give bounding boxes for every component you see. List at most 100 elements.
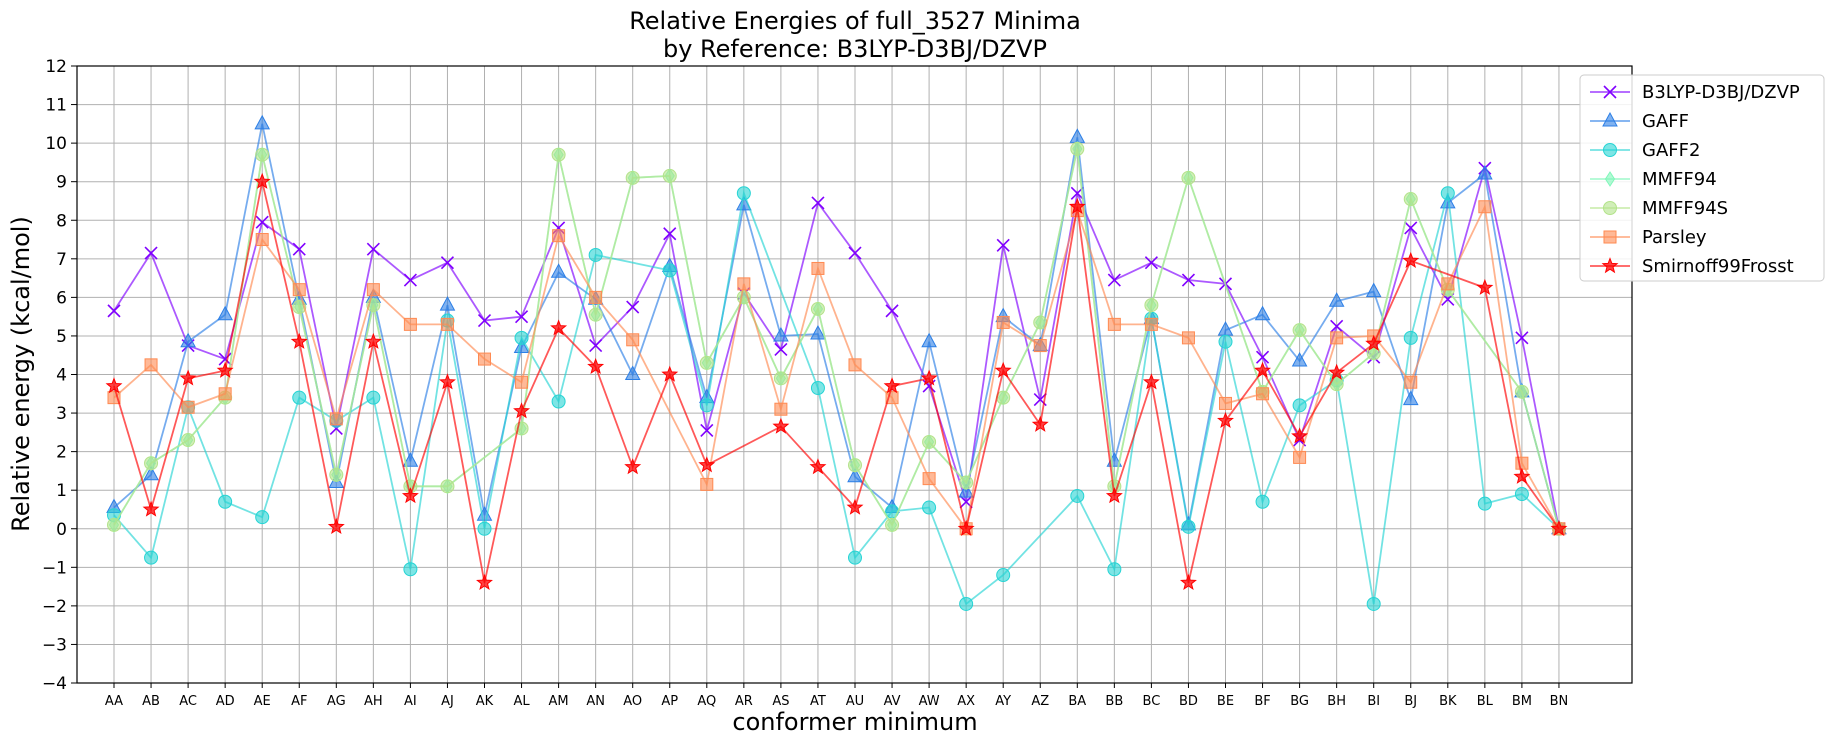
x-tick-label: AV: [884, 694, 901, 709]
data-point: [144, 358, 158, 372]
chart-title-line2: by Reference: B3LYP-D3BJ/DZVP: [663, 35, 1047, 63]
data-point: [550, 263, 567, 278]
x-tick-label: AX: [957, 694, 975, 709]
x-tick-label: AH: [364, 694, 383, 709]
data-point: [217, 305, 233, 321]
data-point: [848, 358, 862, 372]
data-point: [811, 261, 825, 275]
y-tick-label: −1: [42, 558, 67, 578]
x-tick-label: AS: [772, 694, 789, 709]
data-point: [292, 283, 306, 297]
data-point: [327, 517, 345, 535]
data-point: [551, 147, 566, 162]
data-point: [774, 342, 788, 357]
data-point: [1031, 415, 1049, 432]
legend-label: Smirnoff99Frosst: [1642, 256, 1794, 277]
x-tick-label: BD: [1179, 694, 1198, 709]
y-tick-label: 12: [45, 57, 67, 77]
x-tick-label: AT: [810, 694, 826, 709]
data-point: [1328, 363, 1346, 380]
data-point: [958, 483, 974, 498]
data-point: [1033, 339, 1047, 353]
data-point: [1144, 317, 1158, 331]
data-point: [401, 487, 419, 504]
data-point: [773, 371, 788, 386]
data-point: [1217, 411, 1234, 428]
data-point: [1105, 487, 1123, 504]
data-point: [440, 256, 455, 270]
x-tick-label: BE: [1217, 694, 1234, 709]
data-point: [1514, 487, 1529, 502]
marker-stroke: [811, 196, 825, 210]
data-point: [364, 332, 382, 349]
legend-label: Parsley: [1642, 227, 1707, 248]
x-tick-label: AC: [179, 694, 197, 709]
data-point: [144, 246, 158, 260]
data-point: [403, 317, 417, 331]
legend-box: [1579, 74, 1825, 282]
data-point: [1144, 256, 1158, 270]
x-tick-label: AK: [476, 694, 494, 709]
data-point: [883, 377, 901, 394]
data-point: [513, 402, 531, 419]
data-point: [809, 458, 827, 475]
data-point: [181, 400, 195, 414]
data-point: [1477, 164, 1493, 180]
data-point: [699, 355, 714, 370]
x-tick-label: AU: [846, 694, 864, 709]
legend-marker: [1603, 85, 1617, 99]
data-point: [1255, 350, 1270, 364]
data-point: [885, 517, 900, 532]
data-point: [255, 510, 270, 525]
x-tick-label: AZ: [1031, 694, 1049, 709]
data-point: [589, 290, 603, 304]
data-point: [180, 332, 196, 348]
x-tick-label: AN: [586, 694, 605, 709]
data-point: [922, 434, 937, 449]
data-point: [922, 472, 936, 486]
data-point: [1070, 141, 1085, 156]
data-point: [1181, 170, 1196, 185]
marker-stroke: [218, 352, 232, 366]
marker-stroke: [885, 304, 899, 318]
data-point: [366, 242, 380, 256]
x-tick-label: AR: [735, 694, 753, 709]
data-point: [403, 273, 417, 287]
data-point: [625, 170, 640, 185]
data-point: [478, 352, 491, 366]
y-tick-label: 1: [56, 481, 67, 501]
marker-stroke: [959, 495, 973, 509]
y-tick-label: −2: [42, 597, 67, 617]
data-point: [1550, 519, 1568, 536]
data-point: [143, 465, 159, 481]
marker-stroke: [477, 313, 492, 328]
data-point: [588, 247, 603, 262]
x-tick-label: AB: [142, 694, 160, 709]
data-point: [1403, 330, 1418, 345]
data-point: [1292, 323, 1307, 338]
data-point: [885, 304, 899, 318]
data-point: [402, 452, 419, 467]
data-point: [663, 227, 677, 241]
x-tick-label: BM: [1512, 694, 1532, 709]
data-point: [1107, 273, 1121, 287]
data-point: [292, 242, 306, 256]
series-line-gaff: [113, 123, 1560, 529]
data-point: [588, 307, 603, 322]
marker-stroke: [107, 304, 121, 318]
series-mmff94s: [107, 141, 1566, 536]
data-point: [1181, 519, 1196, 534]
x-tick-label: AO: [623, 694, 642, 709]
data-point: [1515, 331, 1529, 345]
y-tick-label: 10: [45, 134, 67, 154]
y-tick-label: 5: [56, 327, 67, 347]
data-point: [514, 330, 529, 345]
data-point: [1440, 186, 1455, 201]
data-point: [1219, 396, 1232, 410]
data-point: [514, 310, 529, 324]
x-tick-label: AW: [919, 694, 940, 709]
data-point: [366, 390, 381, 405]
data-point: [1478, 200, 1492, 214]
data-point: [920, 369, 938, 386]
x-tick-label: AY: [995, 694, 1011, 709]
